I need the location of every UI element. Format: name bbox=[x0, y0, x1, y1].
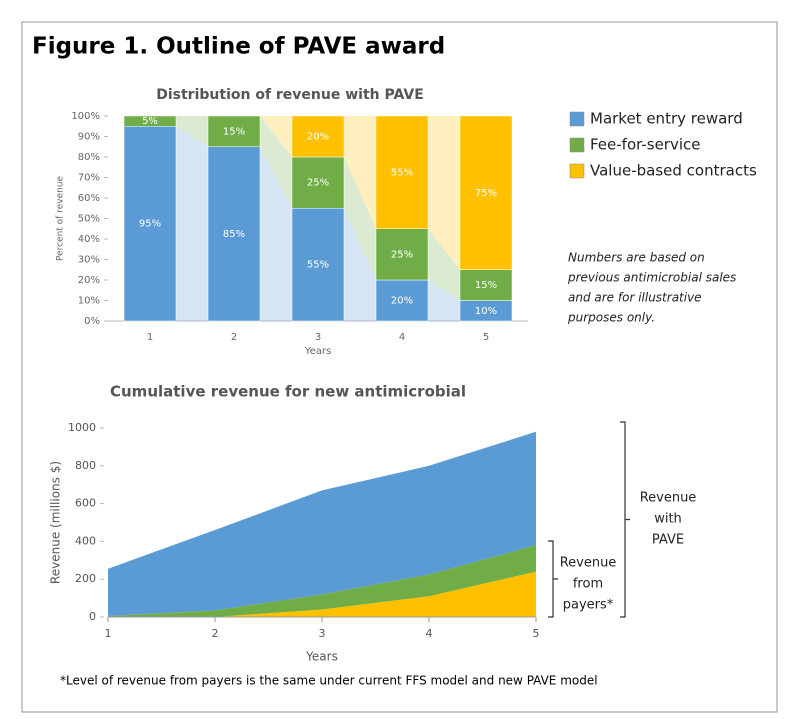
chart-title: Cumulative revenue for new antimicrobial bbox=[110, 383, 466, 401]
connector bbox=[344, 157, 376, 280]
note: Numbers are based on bbox=[568, 251, 705, 265]
connector bbox=[428, 280, 460, 321]
bar-segment bbox=[123, 115, 177, 127]
value-label: 55% bbox=[391, 167, 413, 178]
x-tick-label: 5 bbox=[483, 332, 489, 343]
bracket-label: from bbox=[573, 577, 603, 592]
connector bbox=[176, 126, 208, 321]
legend-label: Fee-for-service bbox=[590, 136, 701, 154]
legend-swatch bbox=[569, 163, 585, 179]
bar-segment bbox=[375, 279, 429, 322]
y-axis-label: Percent of revenue bbox=[56, 175, 66, 261]
value-label: 10% bbox=[475, 306, 497, 317]
x-tick-label: 4 bbox=[426, 627, 433, 640]
value-label: 20% bbox=[391, 296, 413, 307]
connector bbox=[260, 116, 292, 209]
y-tick-label: 800 bbox=[75, 459, 96, 472]
legend-label: Value-based contracts bbox=[590, 162, 757, 180]
y-tick-label: 80% bbox=[78, 152, 100, 163]
y-tick-label: 0 bbox=[89, 610, 96, 623]
value-label: 20% bbox=[307, 132, 329, 143]
legend-label: Market entry reward bbox=[590, 110, 743, 128]
bar-segment bbox=[207, 115, 261, 147]
connector bbox=[344, 208, 376, 321]
value-label: 55% bbox=[307, 260, 329, 271]
area bbox=[108, 431, 536, 617]
y-tick-label: 50% bbox=[78, 214, 100, 225]
bracket bbox=[548, 540, 558, 618]
y-tick-label: 400 bbox=[75, 534, 96, 547]
x-tick-label: 1 bbox=[147, 332, 153, 343]
y-tick-label: 200 bbox=[75, 572, 96, 585]
x-tick-label: 2 bbox=[212, 627, 219, 640]
x-axis-label: Years bbox=[305, 650, 338, 664]
bar-segment bbox=[291, 156, 345, 209]
value-label: 25% bbox=[307, 178, 329, 189]
connector bbox=[344, 116, 376, 229]
note: purposes only. bbox=[567, 311, 655, 325]
y-tick-label: 1000 bbox=[68, 421, 96, 434]
x-tick-label: 3 bbox=[315, 332, 321, 343]
x-tick-label: 2 bbox=[231, 332, 237, 343]
bar-segment bbox=[207, 146, 261, 322]
value-label: 85% bbox=[223, 229, 245, 240]
x-tick-label: 3 bbox=[319, 627, 326, 640]
connector bbox=[260, 146, 292, 321]
figure-border bbox=[21, 21, 778, 713]
bracket-label: payers* bbox=[563, 598, 614, 613]
legend-swatch bbox=[569, 111, 585, 127]
bar-segment bbox=[291, 115, 345, 158]
y-tick-label: 600 bbox=[75, 497, 96, 510]
chart-title: Distribution of revenue with PAVE bbox=[156, 87, 424, 103]
figure-title: Figure 1. Outline of PAVE award bbox=[32, 34, 445, 60]
value-label: 95% bbox=[139, 219, 161, 230]
connector bbox=[260, 116, 292, 157]
bracket bbox=[620, 421, 630, 618]
bar-segment bbox=[459, 115, 513, 270]
value-label: 25% bbox=[391, 249, 413, 260]
y-tick-label: 20% bbox=[78, 275, 100, 286]
bar-segment bbox=[459, 269, 513, 301]
y-tick-label: 30% bbox=[78, 255, 100, 266]
y-tick-label: 40% bbox=[78, 234, 100, 245]
connector bbox=[176, 116, 208, 147]
bar-segment bbox=[375, 115, 429, 229]
bracket-label: Revenue bbox=[640, 491, 697, 506]
note: previous antimicrobial sales bbox=[567, 271, 736, 285]
x-axis-label: Years bbox=[304, 346, 331, 357]
bar-segment bbox=[123, 126, 177, 322]
value-label: 5% bbox=[142, 116, 158, 127]
y-tick-label: 10% bbox=[78, 296, 100, 307]
bar-segment bbox=[375, 228, 429, 281]
y-tick-label: 60% bbox=[78, 193, 100, 204]
y-axis-label: Revenue (millions $) bbox=[49, 461, 63, 584]
area bbox=[108, 545, 536, 617]
y-tick-label: 70% bbox=[78, 173, 100, 184]
value-label: 15% bbox=[223, 126, 245, 137]
legend-swatch bbox=[569, 137, 585, 153]
connector bbox=[428, 116, 460, 270]
connector bbox=[428, 228, 460, 301]
y-tick-label: 100% bbox=[71, 111, 100, 122]
note: and are for illustrative bbox=[568, 291, 702, 305]
y-tick-label: 0% bbox=[84, 316, 100, 327]
x-tick-label: 1 bbox=[105, 627, 112, 640]
y-tick-label: 90% bbox=[78, 132, 100, 143]
x-tick-label: 5 bbox=[533, 627, 540, 640]
x-tick-label: 4 bbox=[399, 332, 405, 343]
footnote: *Level of revenue from payers is the sam… bbox=[60, 674, 598, 688]
bracket-label: Revenue bbox=[560, 556, 617, 571]
value-label: 15% bbox=[475, 280, 497, 291]
bracket-label: with bbox=[654, 512, 682, 527]
bracket-label: PAVE bbox=[652, 533, 684, 548]
area bbox=[108, 571, 536, 617]
value-label: 75% bbox=[475, 188, 497, 199]
